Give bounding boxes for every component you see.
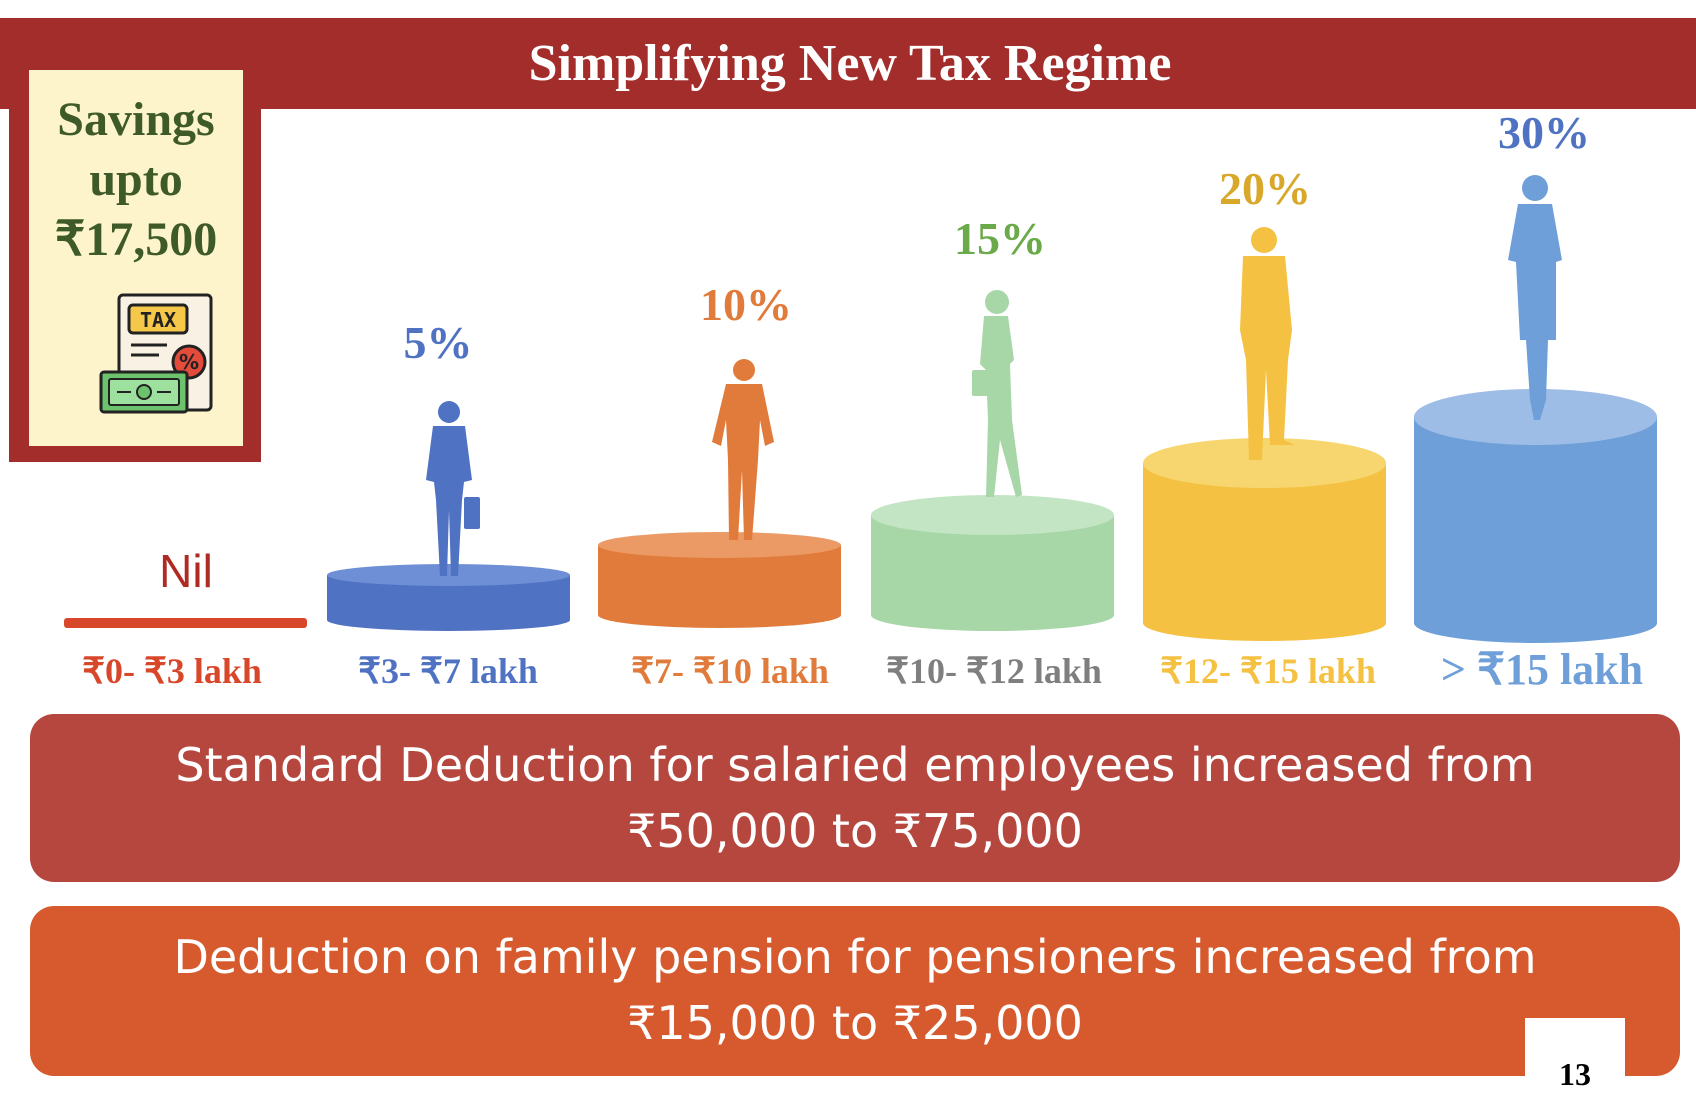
slab-10-cylinder xyxy=(598,532,841,628)
savings-panel: Savings upto ₹17,500 TAX % xyxy=(29,70,243,446)
savings-line-1: Savings xyxy=(57,93,215,146)
tax-slab-illustration xyxy=(64,175,1657,643)
standard-deduction-banner: Standard Deduction for salaried employee… xyxy=(30,714,1680,882)
title-band xyxy=(0,18,1696,109)
slab-20-cylinder xyxy=(1143,438,1386,641)
slab-rate-30: 30% xyxy=(1498,107,1590,158)
slab-range-12-15: ₹12- ₹15 lakh xyxy=(1160,651,1376,691)
slab-range-above-15: > ₹15 lakh xyxy=(1440,645,1644,694)
slab-range-3-7: ₹3- ₹7 lakh xyxy=(358,651,538,691)
savings-callout: Savings upto ₹17,500 TAX % xyxy=(9,60,261,462)
businesswoman-walking-icon xyxy=(972,290,1022,497)
slab-rate-nil: Nil xyxy=(159,545,213,597)
businessman-hands-in-pockets-icon xyxy=(712,359,774,540)
savings-text: Savings upto ₹17,500 xyxy=(29,90,243,270)
slab-rate-5: 5% xyxy=(403,317,473,368)
page-number: 13 xyxy=(1525,1018,1625,1114)
slab-rate-10: 10% xyxy=(700,279,792,330)
tax-icon-percent: % xyxy=(179,350,199,374)
slab-range-10-12: ₹10- ₹12 lakh xyxy=(886,651,1102,691)
slab-nil-base xyxy=(64,618,307,628)
slab-5-cylinder xyxy=(327,564,570,631)
savings-amount: ₹17,500 xyxy=(54,213,218,266)
businessman-arms-crossed-icon xyxy=(1240,227,1295,460)
businesswoman-standing-icon xyxy=(1508,175,1562,420)
slab-rate-20: 20% xyxy=(1219,163,1311,214)
family-pension-banner: Deduction on family pension for pensione… xyxy=(30,906,1680,1076)
slab-range-0-3: ₹0- ₹3 lakh xyxy=(82,651,262,691)
family-pension-line-1: Deduction on family pension for pensione… xyxy=(173,930,1537,984)
tax-document-icon: TAX % xyxy=(99,293,213,414)
businessman-with-briefcase-icon xyxy=(426,401,480,576)
standard-deduction-line-2: ₹50,000 to ₹75,000 xyxy=(627,804,1083,858)
page-title: Simplifying New Tax Regime xyxy=(528,35,1172,92)
slab-range-7-10: ₹7- ₹10 lakh xyxy=(631,651,829,691)
family-pension-line-2: ₹15,000 to ₹25,000 xyxy=(627,996,1083,1050)
standard-deduction-line-1: Standard Deduction for salaried employee… xyxy=(175,738,1535,792)
slab-rate-15: 15% xyxy=(954,213,1046,264)
savings-line-2: upto xyxy=(89,153,183,206)
slab-30-cylinder xyxy=(1414,389,1657,643)
slab-15-cylinder xyxy=(871,495,1114,631)
tax-icon-text: TAX xyxy=(140,308,176,332)
